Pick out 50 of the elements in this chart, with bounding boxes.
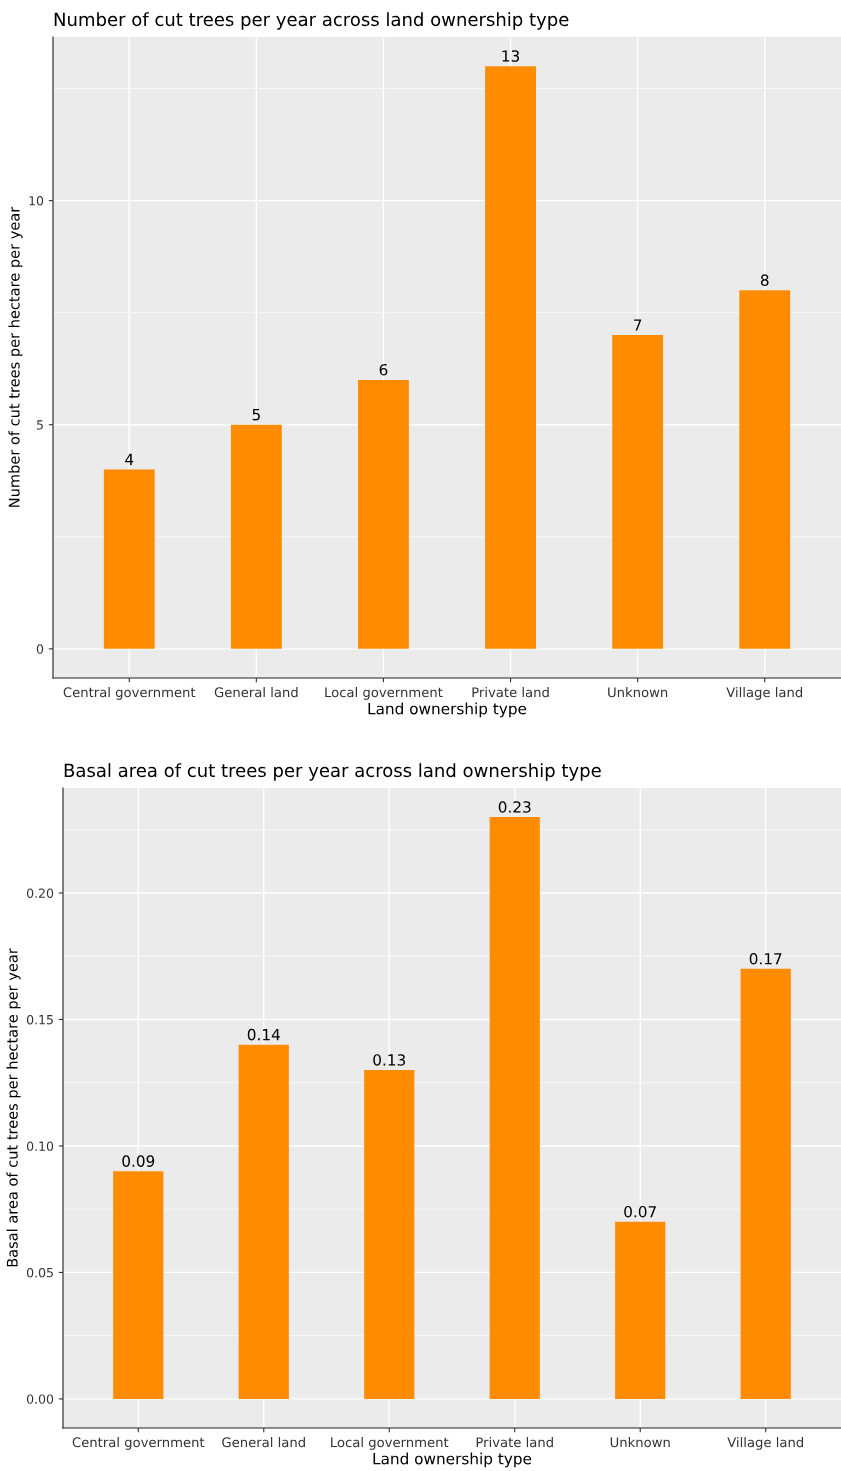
- y-tick-label: 0.00: [26, 1394, 54, 1404]
- bar: [740, 968, 791, 1399]
- data-label: 13: [502, 50, 520, 62]
- y-tick-label: 0.05: [26, 1267, 53, 1278]
- x-tick-label: Village land: [727, 1437, 803, 1450]
- bar: [238, 1044, 289, 1399]
- y-tick-label: 10: [29, 196, 44, 206]
- x-tick-label: Private land: [472, 687, 549, 698]
- x-tick-label: Central government: [72, 1437, 205, 1450]
- data-label: 0.14: [247, 1028, 280, 1041]
- y-axis-title: Number of cut trees per hectare per year: [8, 206, 23, 507]
- data-label: 0.09: [122, 1155, 155, 1167]
- x-tick-label: Local government: [331, 1437, 449, 1450]
- x-tick-label: Unknown: [608, 687, 668, 698]
- x-tick-label: Central government: [63, 687, 196, 700]
- data-label: 7: [634, 319, 642, 331]
- y-tick-label: 5: [36, 420, 43, 430]
- chart-title: Basal area of cut trees per year across land ownership type: [64, 763, 601, 781]
- x-axis-title: Land ownership type: [373, 1452, 532, 1468]
- y-tick-label: 0.15: [26, 1014, 53, 1025]
- data-label: 0.13: [373, 1054, 406, 1066]
- x-tick-label: General land: [214, 687, 298, 698]
- data-label: 6: [379, 364, 388, 376]
- data-label: 0.07: [624, 1205, 656, 1218]
- x-tick-label: Village land: [726, 687, 803, 700]
- bar: [364, 1070, 415, 1399]
- x-axis-title: Land ownership type: [368, 702, 527, 718]
- bar: [103, 469, 155, 649]
- bar: [485, 66, 536, 649]
- data-label: 0.23: [498, 801, 531, 813]
- bar: [739, 290, 791, 649]
- bar: [489, 817, 540, 1399]
- x-tick-label: Private land: [476, 1437, 553, 1448]
- x-tick-label: Local government: [325, 687, 443, 700]
- bar: [113, 1171, 164, 1399]
- y-tick-label: 0.20: [26, 888, 54, 898]
- chart-title: Number of cut trees per year across land ownership type: [54, 12, 569, 30]
- data-label: 5: [252, 409, 260, 421]
- data-label: 4: [125, 453, 134, 465]
- bar: [612, 335, 664, 649]
- data-label: 8: [760, 274, 769, 286]
- y-tick-label: 0.10: [26, 1141, 54, 1151]
- x-tick-label: Unknown: [610, 1437, 670, 1448]
- bar: [230, 424, 282, 649]
- y-tick-label: 0: [36, 644, 44, 654]
- bar: [358, 379, 409, 649]
- x-tick-label: General land: [222, 1437, 305, 1448]
- y-axis-title: Basal area of cut trees per hectare per year: [6, 948, 21, 1267]
- data-label: 0.17: [749, 952, 782, 965]
- bar: [615, 1221, 666, 1399]
